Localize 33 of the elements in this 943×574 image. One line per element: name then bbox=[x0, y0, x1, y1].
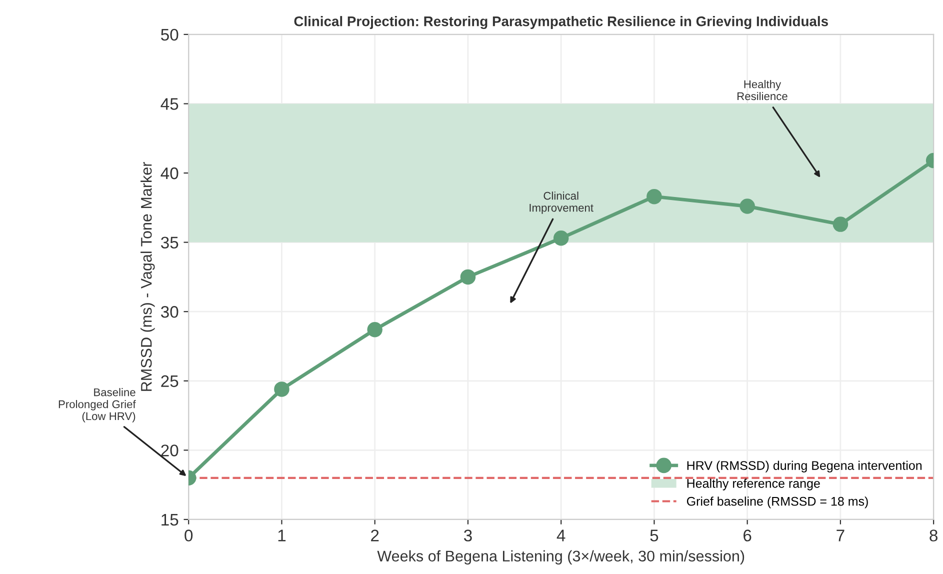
annotation: Healthy Resilience bbox=[738, 80, 788, 100]
x-tick-label: 4 bbox=[556, 530, 566, 542]
point bbox=[740, 198, 755, 214]
x-tick-label: 5 bbox=[650, 530, 658, 542]
y-tick-label: 50 bbox=[161, 28, 178, 41]
x-tick-label: 8 bbox=[930, 530, 938, 542]
x-axis-title: Weeks of Begena Listening (3×/week, 30 min/session) bbox=[377, 550, 744, 565]
x-tick-label: 1 bbox=[278, 530, 286, 542]
point bbox=[460, 269, 476, 285]
y-tick-label: 15 bbox=[162, 514, 178, 526]
y-tick-label: 35 bbox=[160, 236, 178, 249]
point bbox=[274, 382, 290, 397]
y-axis-title: RMSSD (ms) - Vagal Tone Marker bbox=[140, 162, 155, 391]
chart-title: Clinical Projection: Restoring Parasympathetic Resilience in Grieving Individuals bbox=[294, 16, 828, 30]
x-tick-label: 7 bbox=[836, 530, 844, 542]
y-tick-label: 25 bbox=[161, 375, 178, 388]
y-tick-label: 30 bbox=[160, 306, 178, 318]
x-tick-label: 0 bbox=[184, 530, 193, 542]
point bbox=[553, 230, 569, 246]
annotation: Baseline Prolonged Grief (Low HRV) bbox=[58, 388, 136, 422]
x-tick-label: 2 bbox=[371, 530, 379, 542]
y-tick-label: 40 bbox=[160, 167, 178, 180]
point bbox=[646, 188, 662, 204]
x-tick-label: 3 bbox=[464, 530, 472, 542]
point bbox=[832, 216, 848, 232]
y-tick-label: 20 bbox=[161, 444, 178, 456]
legend-label: Grief baseline (RMSSD = 18 ms) bbox=[686, 496, 868, 508]
y-tick-label: 45 bbox=[160, 98, 178, 110]
point bbox=[367, 322, 382, 338]
x-tick-label: 6 bbox=[744, 530, 752, 542]
legend-label: Healthy reference range bbox=[687, 478, 820, 490]
annotation: Clinical Improvement bbox=[530, 192, 594, 214]
legend-label: HRV (RMSSD) during Begena intervention bbox=[687, 460, 922, 472]
